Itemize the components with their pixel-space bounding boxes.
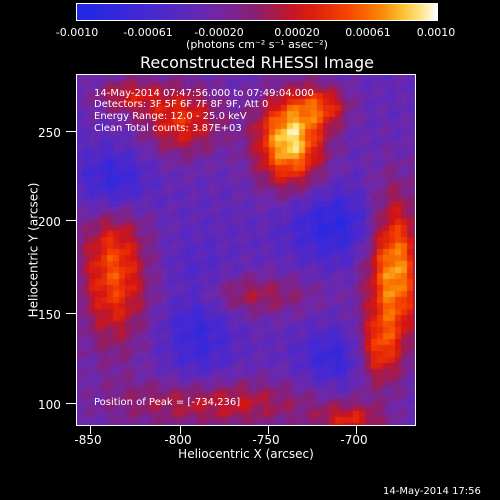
peak-position-label: Position of Peak = [-734,236] bbox=[94, 397, 241, 408]
rhessi-image bbox=[77, 75, 415, 425]
y-axis-label: Heliocentric Y (arcsec) bbox=[26, 182, 41, 318]
x-tick bbox=[90, 426, 91, 434]
colorbar-tick-label: 0.00020 bbox=[274, 26, 320, 39]
colorbar-tick-label: -0.00061 bbox=[123, 26, 173, 39]
energy-range-label: Energy Range: 12.0 - 25.0 keV bbox=[94, 111, 247, 122]
footer-timestamp: 14-May-2014 17:56 bbox=[383, 486, 481, 497]
plot-title: Reconstructed RHESSI Image bbox=[140, 53, 374, 72]
x-tick-label: -850 bbox=[74, 433, 102, 447]
y-tick-label: 150 bbox=[38, 308, 61, 322]
colorbar bbox=[76, 3, 438, 21]
colorbar-tick-label: -0.0010 bbox=[55, 26, 99, 39]
y-tick-label: 100 bbox=[38, 398, 61, 412]
colorbar-tick-label: -0.00020 bbox=[194, 26, 244, 39]
y-tick bbox=[66, 313, 76, 314]
y-tick-label: 200 bbox=[38, 215, 61, 229]
image-panel bbox=[76, 74, 416, 426]
x-tick bbox=[180, 426, 181, 434]
colorbar-tick-label: 0.00061 bbox=[345, 26, 391, 39]
colorbar-units-label: (photons cm⁻² s⁻¹ asec⁻²) bbox=[186, 38, 328, 51]
colorbar-tick-label: 0.0010 bbox=[416, 26, 456, 39]
clean-counts-label: Clean Total counts: 3.87E+03 bbox=[94, 123, 242, 134]
x-tick-label: -750 bbox=[252, 433, 280, 447]
y-tick bbox=[66, 131, 76, 132]
x-tick bbox=[268, 426, 269, 434]
x-tick bbox=[356, 426, 357, 434]
detectors-label: Detectors: 3F 5F 6F 7F 8F 9F, Att 0 bbox=[94, 99, 269, 110]
y-tick bbox=[66, 220, 76, 221]
y-tick-label: 250 bbox=[38, 126, 61, 140]
x-tick-label: -700 bbox=[340, 433, 368, 447]
x-axis-label: Heliocentric X (arcsec) bbox=[178, 447, 314, 461]
x-tick-label: -800 bbox=[164, 433, 192, 447]
observation-time-label: 14-May-2014 07:47:56.000 to 07:49:04.000 bbox=[94, 88, 314, 99]
y-tick bbox=[66, 403, 76, 404]
